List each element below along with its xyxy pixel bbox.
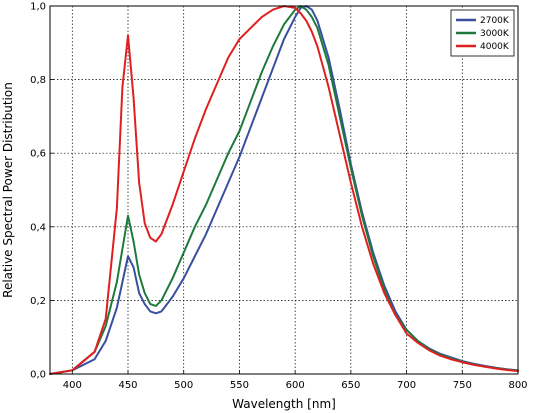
x-tick-label: 500 [174,380,193,391]
x-tick-label: 450 [118,380,137,391]
x-tick-label: 650 [341,380,360,391]
plot-background [50,6,518,374]
y-tick-label: 0,4 [30,222,46,233]
x-tick-label: 700 [397,380,416,391]
x-tick-labels: 400 450 500 550 600 650 700 750 800 [63,380,528,391]
y-tick-label: 1,0 [30,2,46,13]
y-tick-label: 0,0 [30,370,46,381]
x-tick-label: 600 [286,380,305,391]
x-tick-label: 550 [230,380,249,391]
y-axis-label: Relative Spectral Power Distribution [1,82,15,298]
x-axis-label: Wavelength [nm] [232,397,336,411]
x-tick-label: 400 [63,380,82,391]
y-tick-label: 0,8 [30,75,46,86]
legend-label-3000K: 3000K [480,29,510,39]
legend: 2700K 3000K 4000K [450,9,515,57]
x-tick-label: 750 [453,380,472,391]
tick-layer [50,5,519,375]
x-tick-label: 800 [508,380,527,391]
y-tick-label: 0,2 [30,296,46,307]
legend-items: 2700K 3000K 4000K [456,16,510,52]
plot-frame [49,5,519,375]
legend-label-4000K: 4000K [480,42,510,52]
y-tick-labels: 0,0 0,2 0,4 0,6 0,8 1,0 [30,2,46,381]
y-tick-label: 0,6 [30,149,46,160]
legend-label-2700K: 2700K [480,16,510,26]
